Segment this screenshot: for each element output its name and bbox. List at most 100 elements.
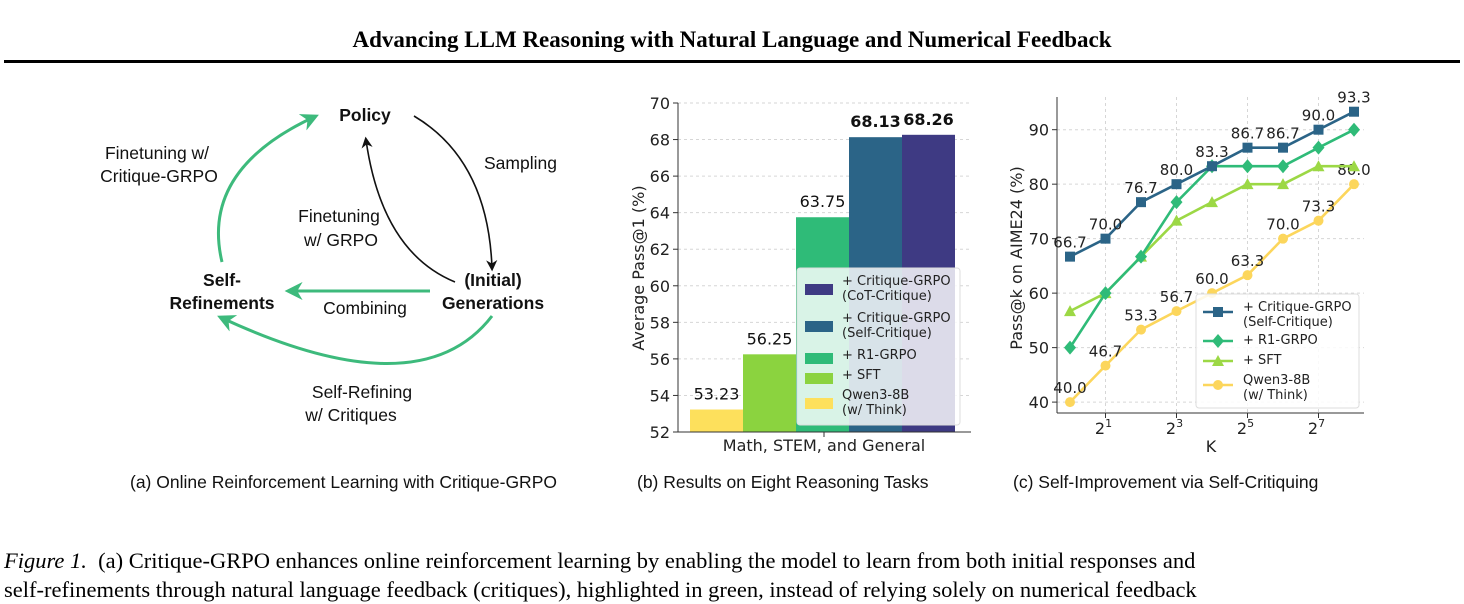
line-marker-square [1207, 161, 1217, 172]
caption-line-2: self-refinements through natural languag… [4, 577, 1197, 602]
line-series: 66.770.076.780.083.386.7 86.790.093.3 [1053, 89, 1371, 262]
bar-legend-swatch [805, 321, 833, 332]
line-series-path [1068, 128, 1355, 349]
line-marker-circle [1349, 179, 1359, 190]
line-data-label: 40.0 [1053, 379, 1086, 397]
line-marker-square [1065, 251, 1075, 262]
line-data-label: 53.3 [1124, 307, 1157, 325]
line-xtick-label: 27 [1308, 417, 1325, 438]
bar-ytick-label: 52 [650, 423, 670, 442]
line-legend-label: Qwen3-8B [1243, 373, 1310, 388]
line-y-label: Pass@k on AIME24 (%) [1007, 166, 1026, 349]
self-refinements-node-1: Self- [203, 270, 241, 290]
line-data-label: 56.7 [1160, 288, 1193, 306]
figure-label: Figure 1. [4, 548, 87, 573]
line-marker-triangle [1170, 214, 1183, 226]
line-ytick-label: 90 [1029, 121, 1049, 140]
line-series: 40.046.753.356.760.063.370.073.380.0 [1053, 161, 1371, 408]
bar-ytick-label: 70 [650, 94, 670, 113]
bar-legend-swatch [805, 373, 833, 384]
line-ytick-label: 60 [1029, 284, 1049, 303]
line-ytick-label: 50 [1029, 339, 1049, 358]
line-marker-square [1213, 307, 1223, 317]
line-marker-triangle [1241, 178, 1254, 190]
bar-legend: + Critique-GRPO(CoT-Critique)+ Critique-… [796, 267, 961, 426]
line-marker-triangle [1212, 355, 1224, 366]
line-xtick-label: 25 [1237, 417, 1254, 438]
line-data-label: 80.0 [1160, 161, 1193, 179]
line-marker-circle [1065, 397, 1075, 408]
line-data-label: 46.7 [1089, 343, 1122, 361]
finetuning-critique-label-2: Critique-GRPO [100, 166, 218, 186]
bar-legend-label: + Critique-GRPO [842, 311, 951, 326]
bar-data-label: 53.23 [694, 385, 740, 404]
line-legend: + Critique-GRPO(Self-Critique) + R1-GRPO +… [1195, 293, 1360, 409]
line-series [1064, 160, 1360, 317]
line-marker-circle [1100, 360, 1111, 371]
line-marker-square [1136, 197, 1146, 208]
bar-legend-label: (CoT-Critique) [842, 289, 932, 304]
line-xtick-label: 21 [1095, 417, 1112, 438]
bar-data-label: 56.25 [747, 329, 793, 348]
sampling-arrow [413, 115, 498, 272]
line-ytick-label: 40 [1029, 393, 1049, 412]
line-x-label: K [1206, 437, 1217, 456]
line-data-label: 86.7 [1231, 125, 1264, 143]
line-marker-square [1242, 142, 1253, 153]
paper-header: Advancing LLM Reasoning with Natural Lan… [352, 27, 1112, 52]
figure-caption: Figure 1. (a) Critique-GRPO enhances onl… [4, 546, 1464, 604]
line-marker-diamond [1170, 195, 1183, 210]
line-marker-diamond [1212, 334, 1224, 348]
policy-node: Policy [339, 105, 391, 125]
header-rule [4, 60, 1460, 63]
line-marker-triangle [1348, 160, 1360, 172]
generations-node-2: Generations [442, 293, 544, 313]
line-marker-square [1171, 179, 1182, 190]
line-marker-triangle [1277, 178, 1289, 190]
bar [796, 217, 849, 432]
line-data-label: 83.3 [1195, 143, 1228, 161]
line-legend-label: + SFT [1243, 353, 1282, 368]
bar-data-label: 68.13 [850, 112, 901, 131]
bar [690, 409, 743, 432]
line-marker-diamond [1241, 159, 1254, 174]
line-marker-circle [1171, 306, 1182, 317]
subcaption-b: (b) Results on Eight Reasoning Tasks [637, 472, 929, 492]
line-marker-circle [1213, 380, 1223, 390]
bar-ytick-label: 66 [650, 167, 670, 186]
generations-node-1: (Initial) [464, 270, 521, 290]
self-refining-arrow [217, 315, 494, 365]
finetuning-critique-arrow [217, 114, 319, 263]
line-legend-label: (Self-Critique) [1243, 315, 1333, 330]
bar-legend-swatch [805, 353, 833, 364]
bar [849, 137, 902, 432]
finetuning-critique-label-1: Finetuning w/ [105, 143, 209, 163]
line-marker-square [1349, 106, 1359, 117]
bar-data-label: 68.26 [903, 110, 954, 129]
line-marker-triangle [1312, 160, 1325, 172]
sampling-label: Sampling [484, 153, 557, 173]
bar-legend-label: Qwen3-8B [842, 388, 909, 403]
bar-legend-label: + Critique-GRPO [842, 274, 951, 289]
line-legend-box [1195, 293, 1360, 409]
line-marker-diamond [1277, 159, 1289, 174]
line-data-label: 66.7 [1053, 234, 1086, 252]
line-ytick-label: 70 [1029, 230, 1049, 249]
line-xtick-label: 23 [1166, 417, 1183, 438]
line-data-label: 80.0 [1337, 161, 1370, 179]
subcaption-c: (c) Self-Improvement via Self-Critiquing [1013, 472, 1319, 492]
line-marker-square [1313, 124, 1324, 135]
line-marker-circle [1242, 270, 1253, 281]
line-marker-diamond [1206, 159, 1218, 174]
line-data-label: 63.3 [1231, 252, 1264, 270]
line-series-path [1069, 183, 1355, 404]
line-marker-circle [1313, 215, 1324, 226]
finetuning-grpo-label-2: w/ GRPO [303, 230, 378, 250]
line-marker-triangle [1099, 287, 1112, 299]
bar-ytick-label: 60 [650, 277, 670, 296]
line-marker-triangle [1135, 250, 1147, 262]
line-marker-triangle [1206, 196, 1218, 208]
finetuning-grpo-arrow [361, 136, 456, 283]
combining-label: Combining [323, 298, 407, 318]
bar-ytick-label: 54 [650, 386, 670, 405]
